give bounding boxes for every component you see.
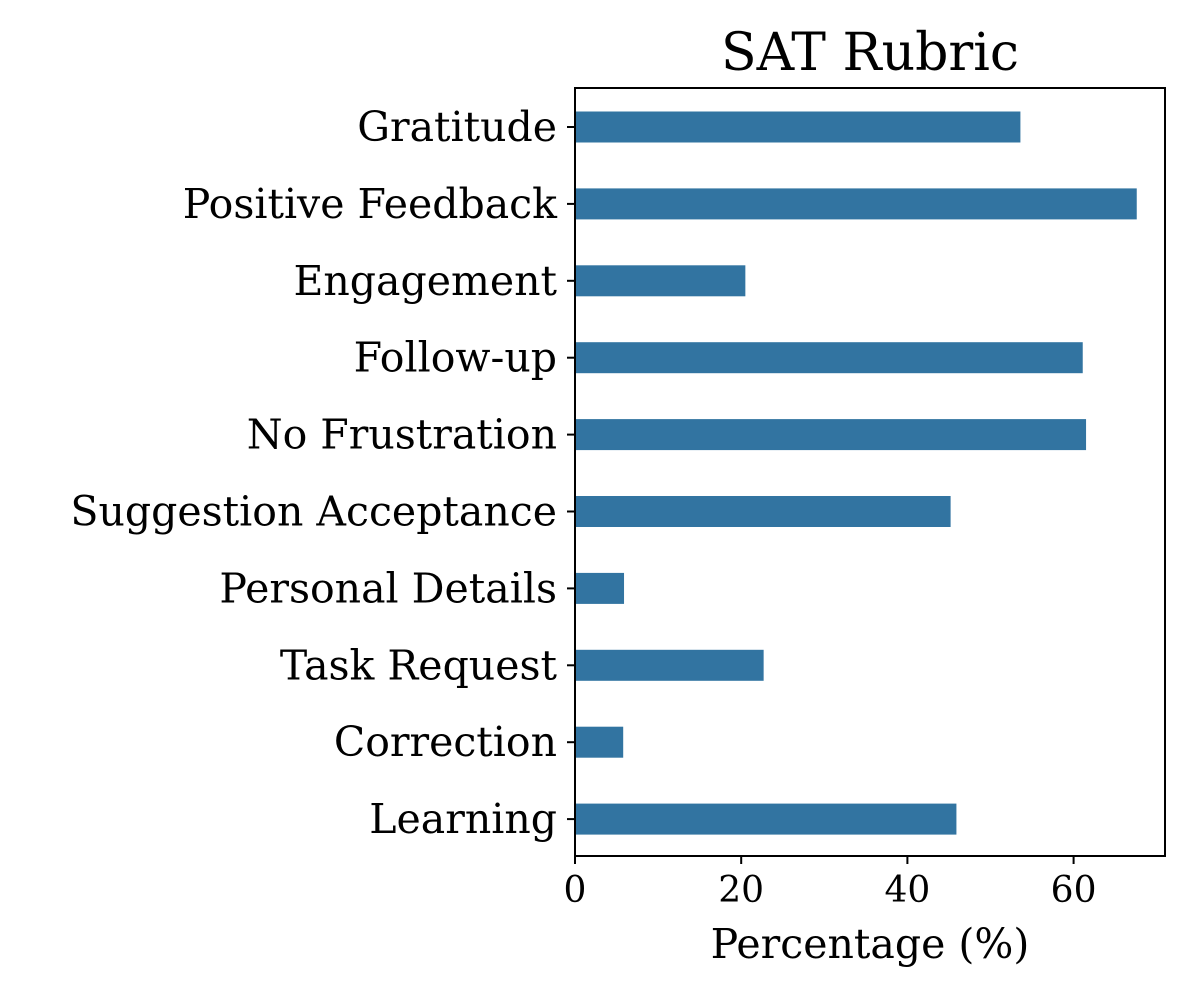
category-label-correction: Correction [334,718,557,766]
bar-correction [575,726,624,758]
bar-suggestion-acceptance [575,496,951,527]
bar-positive-feedback [575,188,1137,220]
category-label-no-frustration: No Frustration [247,411,557,459]
x-axis-ticks: 0 20 40 60 [564,856,1097,911]
category-label-follow-up: Follow-up [354,334,557,382]
x-tick-label-0: 0 [564,870,587,911]
category-label-gratitude: Gratitude [357,103,557,151]
category-label-suggestion-acceptance: Suggestion Acceptance [70,488,557,536]
x-tick-label-60: 60 [1051,870,1097,911]
bar-task-request [575,649,764,681]
bars-group [575,111,1137,835]
x-axis-label: Percentage (%) [711,920,1030,968]
category-label-engagement: Engagement [293,257,557,305]
bar-learning [575,803,957,835]
y-axis-ticks: Gratitude Positive Feedback Engagement Foll… [70,103,575,843]
plot-frame [574,87,1166,857]
x-tick-label-40: 40 [884,870,930,911]
bar-gratitude [575,111,1021,143]
bar-personal-details [575,572,625,604]
category-label-personal-details: Personal Details [219,564,557,612]
bar-no-frustration [575,419,1087,451]
category-label-learning: Learning [369,795,557,843]
bar-follow-up [575,342,1083,374]
x-tick-label-20: 20 [718,870,764,911]
category-label-positive-feedback: Positive Feedback [183,180,558,228]
category-label-task-request: Task Request [280,641,558,689]
chart-title: SAT Rubric [721,23,1019,83]
bar-engagement [575,265,746,297]
